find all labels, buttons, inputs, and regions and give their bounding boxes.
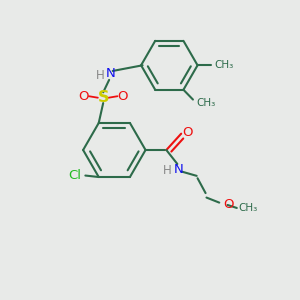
Text: S: S [98, 90, 109, 105]
Text: O: O [79, 90, 89, 103]
Text: CH₃: CH₃ [214, 60, 234, 70]
Text: CH₃: CH₃ [238, 203, 258, 213]
Text: N: N [173, 163, 183, 176]
Text: O: O [224, 199, 234, 212]
Text: O: O [183, 126, 193, 139]
Text: H: H [163, 164, 171, 177]
Text: H: H [96, 69, 105, 82]
Text: CH₃: CH₃ [196, 98, 215, 108]
Text: Cl: Cl [68, 169, 81, 182]
Text: N: N [106, 68, 116, 80]
Text: O: O [117, 90, 128, 103]
